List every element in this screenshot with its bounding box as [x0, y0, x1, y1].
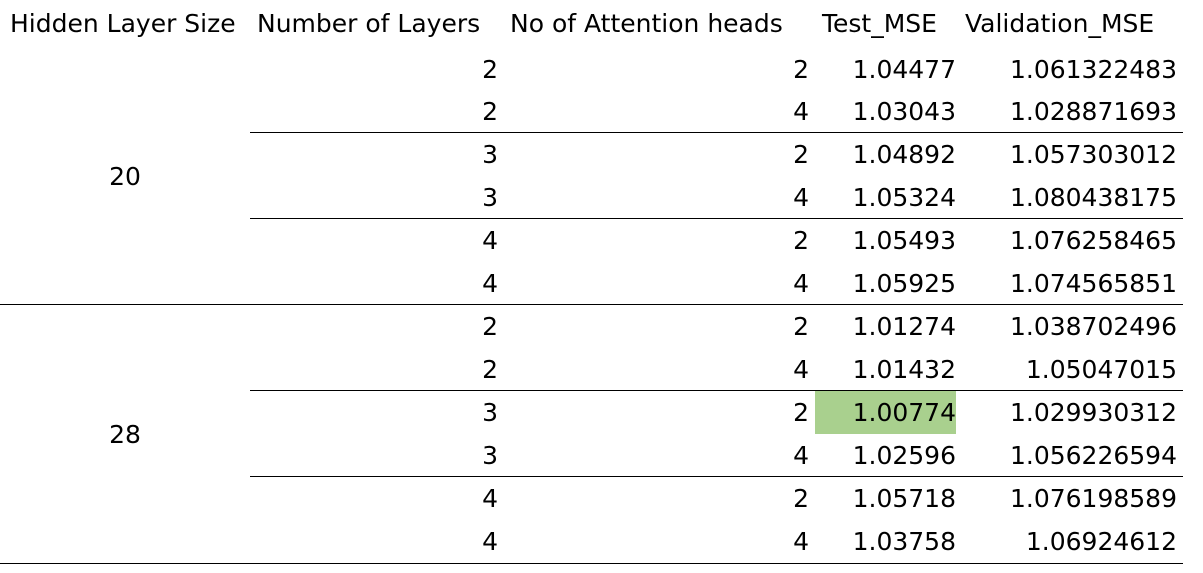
header-attention-heads: No of Attention heads — [510, 9, 783, 38]
group-divider — [0, 304, 1183, 305]
table-row: 4 4 1.05925 1.074565851 — [0, 262, 1203, 305]
cell-heads: 2 — [793, 484, 809, 513]
cell-test-mse: 1.05925 — [852, 269, 956, 298]
cell-layers: 4 — [482, 484, 498, 513]
cell-heads: 2 — [793, 140, 809, 169]
cell-validation-mse: 1.061322483 — [1009, 55, 1177, 84]
cell-validation-mse: 1.076198589 — [1009, 484, 1177, 513]
cell-test-mse: 1.04892 — [852, 140, 956, 169]
cell-test-mse-best: 1.00774 — [815, 391, 956, 434]
group-label-hidden-size: 20 — [109, 162, 141, 191]
cell-validation-mse: 1.029930312 — [1009, 398, 1177, 427]
cell-layers: 3 — [482, 140, 498, 169]
table-row: 4 4 1.03758 1.06924612 — [0, 520, 1203, 563]
cell-test-mse: 1.01432 — [852, 355, 956, 384]
table-row: 2 4 1.01432 1.05047015 — [0, 348, 1203, 391]
table-row: 3 2 1.00774 1.029930312 — [0, 391, 1203, 434]
cell-heads: 4 — [793, 355, 809, 384]
cell-test-mse: 1.03043 — [852, 97, 956, 126]
table-row: 2 2 1.01274 1.038702496 — [0, 305, 1203, 348]
cell-layers: 4 — [482, 269, 498, 298]
cell-heads: 2 — [793, 398, 809, 427]
cell-layers: 4 — [482, 226, 498, 255]
table-row: 4 2 1.05718 1.076198589 — [0, 477, 1203, 520]
cell-heads: 4 — [793, 97, 809, 126]
header-number-of-layers: Number of Layers — [257, 9, 481, 38]
cell-heads: 2 — [793, 312, 809, 341]
row-divider — [250, 132, 1183, 133]
cell-layers: 4 — [482, 527, 498, 556]
cell-heads: 2 — [793, 226, 809, 255]
table-row: 3 4 1.02596 1.056226594 — [0, 434, 1203, 477]
row-divider — [250, 218, 1183, 219]
table-row: 2 2 1.04477 1.061322483 — [0, 48, 1203, 91]
cell-layers: 3 — [482, 441, 498, 470]
cell-heads: 2 — [793, 55, 809, 84]
cell-test-mse: 1.05324 — [852, 183, 956, 212]
table-bottom-border — [0, 563, 1183, 564]
cell-validation-mse: 1.080438175 — [1009, 183, 1177, 212]
table-row: 4 2 1.05493 1.076258465 — [0, 219, 1203, 262]
cell-test-mse: 1.01274 — [852, 312, 956, 341]
cell-validation-mse: 1.074565851 — [1009, 269, 1177, 298]
cell-layers: 3 — [482, 398, 498, 427]
cell-test-mse: 1.05718 — [852, 484, 956, 513]
cell-validation-mse: 1.038702496 — [1009, 312, 1177, 341]
header-test-mse: Test_MSE — [822, 9, 937, 38]
cell-validation-mse: 1.05047015 — [1025, 355, 1177, 384]
cell-test-mse: 1.02596 — [852, 441, 956, 470]
cell-layers: 2 — [482, 355, 498, 384]
cell-validation-mse: 1.06924612 — [1025, 527, 1177, 556]
table-row: 2 4 1.03043 1.028871693 — [0, 90, 1203, 133]
cell-layers: 2 — [482, 312, 498, 341]
group-label-hidden-size: 28 — [109, 420, 141, 449]
cell-layers: 2 — [482, 97, 498, 126]
cell-layers: 2 — [482, 55, 498, 84]
cell-heads: 4 — [793, 527, 809, 556]
row-divider — [250, 390, 1183, 391]
table-row: 3 2 1.04892 1.057303012 — [0, 133, 1203, 176]
cell-validation-mse: 1.057303012 — [1009, 140, 1177, 169]
table-row: 3 4 1.05324 1.080438175 — [0, 176, 1203, 219]
cell-test-mse: 1.05493 — [852, 226, 956, 255]
cell-validation-mse: 1.076258465 — [1009, 226, 1177, 255]
cell-heads: 4 — [793, 183, 809, 212]
cell-validation-mse: 1.056226594 — [1009, 441, 1177, 470]
table-header-row: Hidden Layer Size Number of Layers No of… — [0, 4, 1203, 44]
cell-validation-mse: 1.028871693 — [1009, 97, 1177, 126]
cell-layers: 3 — [482, 183, 498, 212]
header-hidden-layer-size: Hidden Layer Size — [10, 9, 236, 38]
header-validation-mse: Validation_MSE — [965, 9, 1155, 38]
cell-test-mse: 1.03758 — [852, 527, 956, 556]
cell-heads: 4 — [793, 269, 809, 298]
row-divider — [250, 476, 1183, 477]
cell-heads: 4 — [793, 441, 809, 470]
cell-test-mse: 1.04477 — [852, 55, 956, 84]
